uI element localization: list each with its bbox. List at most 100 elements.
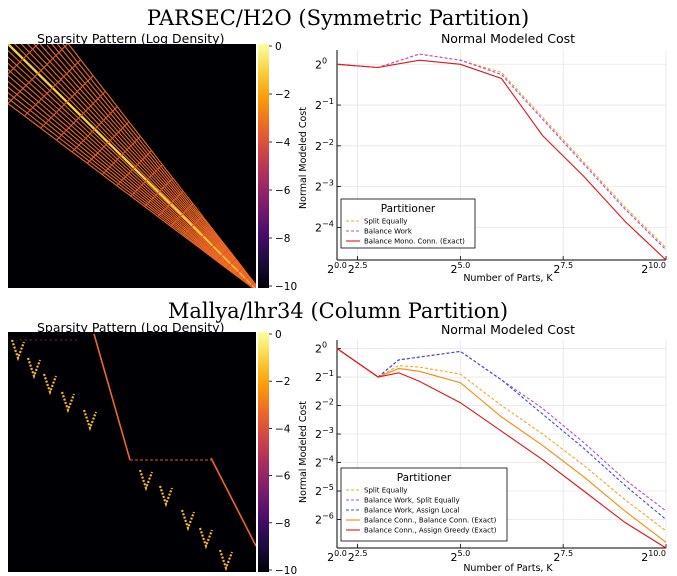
panel-1-spy-mesh-rung-21 xyxy=(249,281,255,287)
panel-2-legend-title: Partitioner xyxy=(397,472,452,484)
panel-1-spy-title: Sparsity Pattern (Log Density) xyxy=(37,31,224,46)
panel-2-x-tick-label-3: 27.5 xyxy=(553,549,573,564)
panel-2-sparsity-plot: Sparsity Pattern (Log Density) xyxy=(8,320,256,572)
panel-1-x-tick-label-3: 27.5 xyxy=(553,261,573,276)
panel-1-spy-mesh-rung-15 xyxy=(194,227,212,245)
panel-2-y-tick-label-5: 2−5 xyxy=(315,483,334,498)
panel-1-legend-title: Partitioner xyxy=(381,203,436,215)
panel-2-legend-label-1: Balance Work, Split Equally xyxy=(364,497,460,505)
panel-1-spy-mesh-line-5 xyxy=(8,74,256,288)
panel-1-spy-mesh-line-1 xyxy=(8,97,254,288)
panel-2-series-line-1 xyxy=(336,348,667,512)
panel-1-spy-mesh-line-10 xyxy=(8,44,256,288)
panel-2-series-line-4 xyxy=(336,348,667,549)
panel-1-spy-mesh-rung-16 xyxy=(205,238,221,254)
panel-2-legend-label-0: Split Equally xyxy=(364,487,407,495)
panel-1-colorbar-bar xyxy=(258,44,269,288)
panel-1-spy-mesh-line-20 xyxy=(67,44,256,286)
panel-1-spy-mesh-line-6 xyxy=(8,68,256,288)
panel-1-legend-label-1: Balance Work xyxy=(364,228,413,236)
panel-1-y-tick-label-3: 2−3 xyxy=(315,179,334,194)
panel-2-colorbar-tick-5: −10 xyxy=(275,565,297,576)
panel-1-legend-box xyxy=(340,198,476,249)
panel-2-y-tick-label-0: 20 xyxy=(315,341,327,356)
panel-1-spy-mesh-rung-19 xyxy=(235,267,244,276)
panel-2-spy-cluster-9 xyxy=(218,549,234,572)
panel-1-legend: Partitioner Split Equally Balance Work Bala… xyxy=(340,198,476,249)
panel-2-suptitle: Mallya/lhr34 (Column Partition) xyxy=(168,299,508,323)
panel-1-y-tick-label-0: 20 xyxy=(315,56,327,71)
panel-1-x-tick-label-0: 20.0 xyxy=(327,261,347,276)
panel-2-cost-chart: Normal Modeled Cost Number of Parts, K N… xyxy=(298,322,667,574)
panel-1-colorbar-tick-5: −10 xyxy=(275,281,297,293)
panel-2-series-line-0 xyxy=(336,348,667,532)
panel-2-colorbar-bar xyxy=(258,332,269,572)
panel-1-spy-mesh-rung-9 xyxy=(116,150,152,186)
panel-1-colorbar-tick-3: −6 xyxy=(275,185,291,197)
panel-1-y-tick-label-2: 2−2 xyxy=(315,138,334,153)
panel-2-colorbar: 0 −2 −4 −6 −8 −10 xyxy=(258,329,297,576)
panel-1-spy-mesh-rung-8 xyxy=(101,135,141,175)
panel-1-y-tick-label-1: 2−1 xyxy=(315,97,334,112)
panel-1-spy-mesh-line-0 xyxy=(8,102,254,288)
panel-1-series-line-2 xyxy=(336,59,667,261)
panel-2-x-tick-label-4: 210.0 xyxy=(641,549,666,564)
panel-1-spy-mesh-line-7 xyxy=(8,62,256,288)
panel-1-spy-mesh-rung-20 xyxy=(243,275,250,282)
panel-1-cost-chart: Normal Modeled Cost Number of Parts, K N… xyxy=(298,31,667,284)
panel-2-colorbar-tick-0: 0 xyxy=(275,329,282,341)
panel-2-spy-cluster-5 xyxy=(138,469,154,492)
panel-1-spy-mesh-rung-5 xyxy=(56,90,106,141)
panel-2-spy-cluster-1 xyxy=(26,357,42,380)
panel-1-suptitle: PARSEC/H2O (Symmetric Partition) xyxy=(147,6,529,30)
panel-1-spy-mesh-rung-17 xyxy=(216,248,229,262)
panel-2-spy-cluster-4 xyxy=(82,409,98,432)
panel-2-spy-pattern xyxy=(10,333,256,572)
panel-1-spy-mesh-rung-18 xyxy=(226,258,237,269)
panel-1-spy-mesh-line-13 xyxy=(26,44,256,288)
panel-2-x-tick-label-2: 25.0 xyxy=(451,549,471,564)
panel-1-spy-mesh-line-2 xyxy=(8,91,255,288)
panel-1-colorbar-tick-2: −4 xyxy=(275,137,291,149)
panel-1-legend-label-2: Balance Mono. Conn. (Exact) xyxy=(364,238,465,246)
panel-2-legend-box xyxy=(340,467,508,542)
panel-2-spy-title: Sparsity Pattern (Log Density) xyxy=(37,320,224,335)
panel-1-sparsity-plot: Sparsity Pattern (Log Density) xyxy=(8,31,256,288)
panel-2-y-tick-label-1: 2−1 xyxy=(315,369,334,384)
panel-1-spy-pattern xyxy=(8,44,256,288)
panel-2-x-axis-label: Number of Parts, K xyxy=(463,563,553,574)
panel-1-spy-mesh-line-14 xyxy=(33,44,256,288)
panel-1-spy-mesh-line-19 xyxy=(62,44,256,286)
panel-2-chart-title: Normal Modeled Cost xyxy=(441,322,575,337)
panel-1-spy-mesh-line-16 xyxy=(45,44,256,288)
panel-1-spy-mesh-rung-12 xyxy=(157,190,184,217)
panel-2-spy-background xyxy=(8,332,256,572)
panel-1-spy-mesh-rung-10 xyxy=(130,164,163,197)
panel-2-legend: Partitioner Split Equally Balance Work, Sp… xyxy=(340,467,508,542)
panel-2-x-tick-label-1: 22.5 xyxy=(348,549,368,564)
panel-2-spy-cluster-3 xyxy=(60,391,76,414)
panel-1-spy-mesh-line-11 xyxy=(13,44,256,288)
panel-1-y-axis-label: Normal Modeled Cost xyxy=(298,107,309,209)
panel-1-spy-mesh-line-4 xyxy=(8,80,256,288)
panel-1-x-axis-label: Number of Parts, K xyxy=(463,273,553,284)
panel-2-legend-label-2: Balance Work, Assign Local xyxy=(364,507,460,515)
panel-2-colorbar-tick-3: −6 xyxy=(275,471,291,483)
panel-2-y-tick-label-2: 2−2 xyxy=(315,398,334,413)
panel-1-spy-mesh-rung-1 xyxy=(8,44,39,75)
panel-2-spy-line-0 xyxy=(93,333,131,461)
panel-1-x-tick-label-4: 210.0 xyxy=(641,261,666,276)
panel-2-y-axis-label: Normal Modeled Cost xyxy=(298,401,309,503)
panel-2-legend-label-4: Balance Conn., Assign Greedy (Exact) xyxy=(364,527,497,535)
panel-2-spy-cluster-2 xyxy=(42,373,58,396)
panel-1-spy-mesh-rung-4 xyxy=(40,75,94,129)
panel-1-chart-title: Normal Modeled Cost xyxy=(441,31,575,46)
panel-2-x-tick-label-0: 20.0 xyxy=(327,549,347,564)
panel-2-colorbar-tick-2: −4 xyxy=(275,423,291,435)
panel-1-colorbar-tick-4: −8 xyxy=(275,233,290,245)
panel-1-x-tick-label-1: 22.5 xyxy=(348,261,368,276)
panel-1-colorbar-tick-0: 0 xyxy=(275,41,282,53)
panel-1-spy-mesh-line-3 xyxy=(8,86,255,288)
panel-2-colorbar-tick-1: −2 xyxy=(275,376,290,388)
